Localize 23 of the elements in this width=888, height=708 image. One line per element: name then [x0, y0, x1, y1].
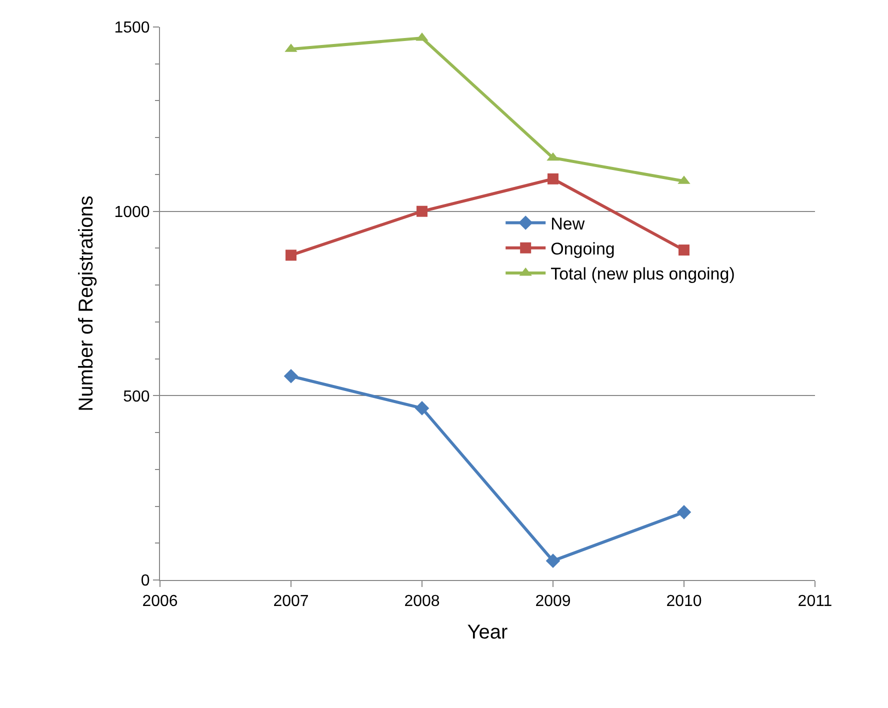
x-tick-label: 2008 — [404, 593, 440, 610]
point — [414, 401, 430, 416]
legend-label: New — [550, 214, 586, 234]
point — [416, 206, 428, 217]
x-tick-label: 2007 — [273, 593, 309, 610]
point — [548, 173, 558, 184]
legend-label: Total (new plus ongoing) — [550, 264, 735, 284]
point — [678, 244, 690, 256]
x-tick-label: 2006 — [142, 593, 178, 610]
y-tick-label: 0 — [140, 572, 150, 590]
x-axis-title: Year — [467, 622, 508, 644]
y-axis-title: Number of Registrations — [76, 196, 98, 412]
point — [284, 368, 298, 384]
point — [286, 250, 296, 261]
y-tick-label: 1000 — [114, 204, 150, 221]
y-tick-label: 1500 — [114, 20, 150, 37]
x-tick-label: 2009 — [535, 593, 571, 610]
x-tick-label: 2010 — [666, 593, 702, 610]
point — [676, 505, 692, 520]
y-tick-label: 500 — [123, 388, 150, 406]
legend-label: Ongoing — [550, 239, 615, 258]
x-tick-label: 2011 — [798, 593, 832, 610]
point — [546, 554, 560, 568]
